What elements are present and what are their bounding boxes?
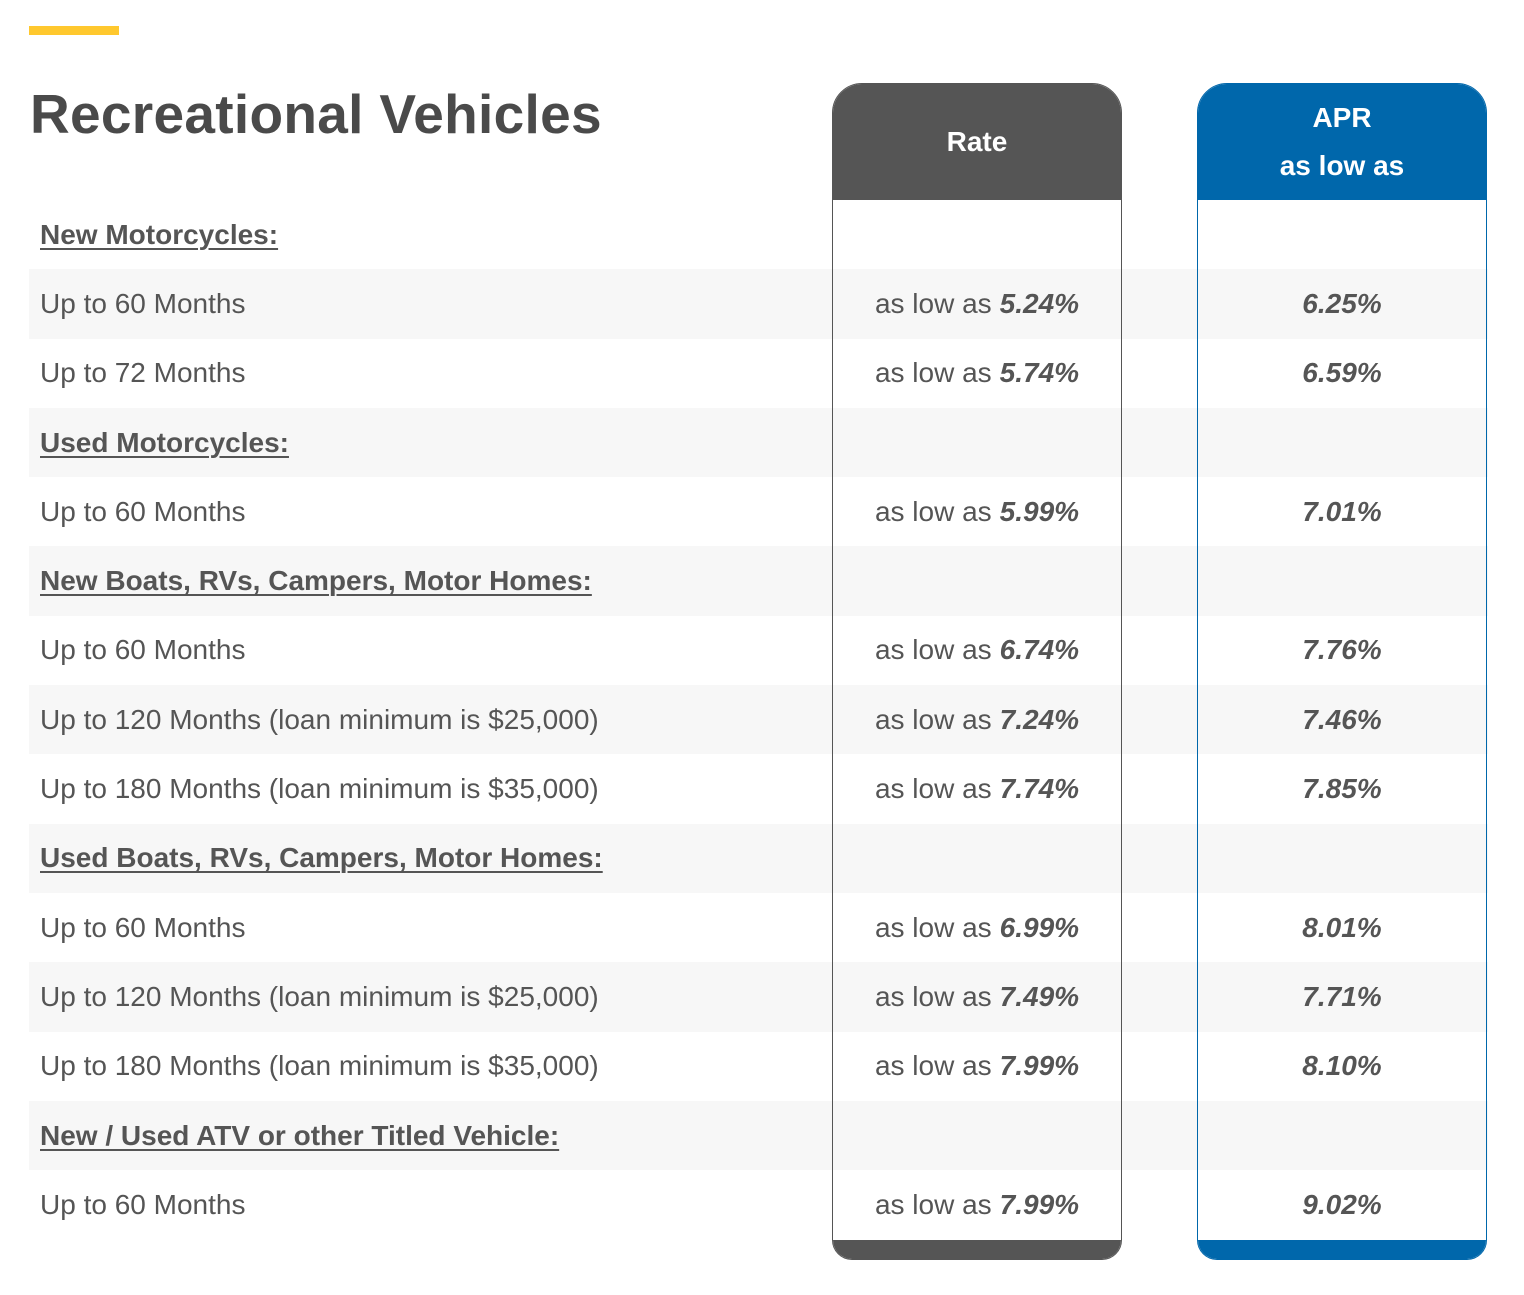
apr-value: 7.71% [1302,980,1382,1012]
table-row: Up to 60 Months as low as 7.99% 9.02% [29,1170,1488,1239]
rate-prefix: as low as [874,287,992,319]
apr-column: APR as low as [1197,83,1487,1260]
term-label: Up to 60 Months [40,634,246,666]
term-label: Up to 60 Months [40,287,246,319]
term-label: Up to 60 Months [40,495,246,527]
table-row: Up to 180 Months (loan minimum is $35,00… [29,1032,1488,1101]
rate-cell: as low as 7.24% [832,685,1122,754]
section-heading: Used Boats, RVs, Campers, Motor Homes: [29,823,1488,893]
term-label: Up to 120 Months (loan minimum is $25,00… [40,980,599,1012]
rate-prefix: as low as [874,634,992,666]
rate-prefix: as low as [874,495,992,527]
rate-cell: as low as 7.74% [832,754,1122,823]
section-heading: New / Used ATV or other Titled Vehicle: [29,1100,1488,1171]
apr-column-footer [1198,1240,1486,1259]
rates-table: New Motorcycles: Up to 60 Months as low … [29,200,1488,1239]
section-heading-label[interactable]: New Motorcycles: [40,218,279,250]
term-label: Up to 120 Months (loan minimum is $25,00… [40,703,599,735]
rate-prefix: as low as [874,357,992,389]
term-label: Up to 60 Months [40,1188,246,1220]
page-title: Recreational Vehicles [30,83,602,145]
rate-value: 6.74% [999,634,1080,666]
rate-cell: as low as 5.24% [832,269,1122,338]
rate-value: 7.24% [999,703,1080,735]
rate-value: 7.99% [999,1188,1080,1220]
section-heading: New Boats, RVs, Campers, Motor Homes: [29,546,1488,616]
term-label: Up to 60 Months [40,911,246,943]
rate-prefix: as low as [874,773,992,805]
rate-cell: as low as 5.99% [832,477,1122,546]
rate-value: 7.99% [999,1050,1080,1082]
apr-value: 6.59% [1302,357,1382,389]
rate-prefix: as low as [874,1188,992,1220]
section-heading-label[interactable]: Used Boats, RVs, Campers, Motor Homes: [40,842,603,874]
rate-cell: as low as 6.99% [832,893,1122,962]
table-row: Up to 72 Months as low as 5.74% 6.59% [29,339,1488,408]
rate-prefix: as low as [874,980,992,1012]
table-row: Up to 180 Months (loan minimum is $35,00… [29,754,1488,823]
apr-header-sublabel: as low as [1279,149,1405,181]
rate-header-label: Rate [946,125,1008,157]
rate-cell: as low as 6.74% [832,616,1122,685]
term-label: Up to 72 Months [40,357,246,389]
section-heading-label[interactable]: New Boats, RVs, Campers, Motor Homes: [40,565,592,597]
term-label: Up to 180 Months (loan minimum is $35,00… [40,773,599,805]
apr-value: 7.01% [1302,495,1382,527]
apr-value: 7.46% [1302,703,1382,735]
apr-column-header: APR as low as [1198,84,1486,200]
apr-value: 8.01% [1302,911,1382,943]
rate-value: 7.49% [999,980,1080,1012]
title-accent-bar [29,26,119,35]
table-row: Up to 60 Months as low as 6.74% 7.76% [29,616,1488,685]
rate-column-footer [833,1240,1121,1259]
table-row: Up to 60 Months as low as 5.99% 7.01% [29,477,1488,546]
section-heading-label[interactable]: Used Motorcycles: [40,426,289,458]
section-heading-label[interactable]: New / Used ATV or other Titled Vehicle: [40,1119,560,1151]
term-label: Up to 180 Months (loan minimum is $35,00… [40,1050,599,1082]
rate-prefix: as low as [874,911,992,943]
rate-value: 5.24% [999,287,1080,319]
rate-value: 6.99% [999,911,1080,943]
rate-column-header: Rate [833,84,1121,200]
table-row: Up to 120 Months (loan minimum is $25,00… [29,685,1488,755]
table-row: Up to 60 Months as low as 6.99% 8.01% [29,893,1488,962]
rate-cell: as low as 7.99% [832,1170,1122,1239]
apr-value: 7.85% [1302,773,1382,805]
apr-value: 9.02% [1302,1188,1382,1220]
rate-value: 7.74% [999,773,1080,805]
apr-header-label: APR [1312,101,1372,133]
section-heading: Used Motorcycles: [29,407,1488,478]
rate-prefix: as low as [874,1050,992,1082]
rate-column: Rate [832,83,1122,1260]
rate-cell: as low as 7.99% [832,1032,1122,1101]
rate-value: 5.74% [999,357,1080,389]
apr-value: 7.76% [1302,634,1382,666]
rate-prefix: as low as [874,703,992,735]
rate-value: 5.99% [999,495,1080,527]
apr-value: 8.10% [1302,1050,1382,1082]
rate-cell: as low as 7.49% [832,962,1122,1031]
section-heading: New Motorcycles: [29,200,1488,269]
rate-cell: as low as 5.74% [832,339,1122,408]
apr-value: 6.25% [1302,287,1382,319]
table-row: Up to 120 Months (loan minimum is $25,00… [29,962,1488,1032]
table-row: Up to 60 Months as low as 5.24% 6.25% [29,269,1488,339]
